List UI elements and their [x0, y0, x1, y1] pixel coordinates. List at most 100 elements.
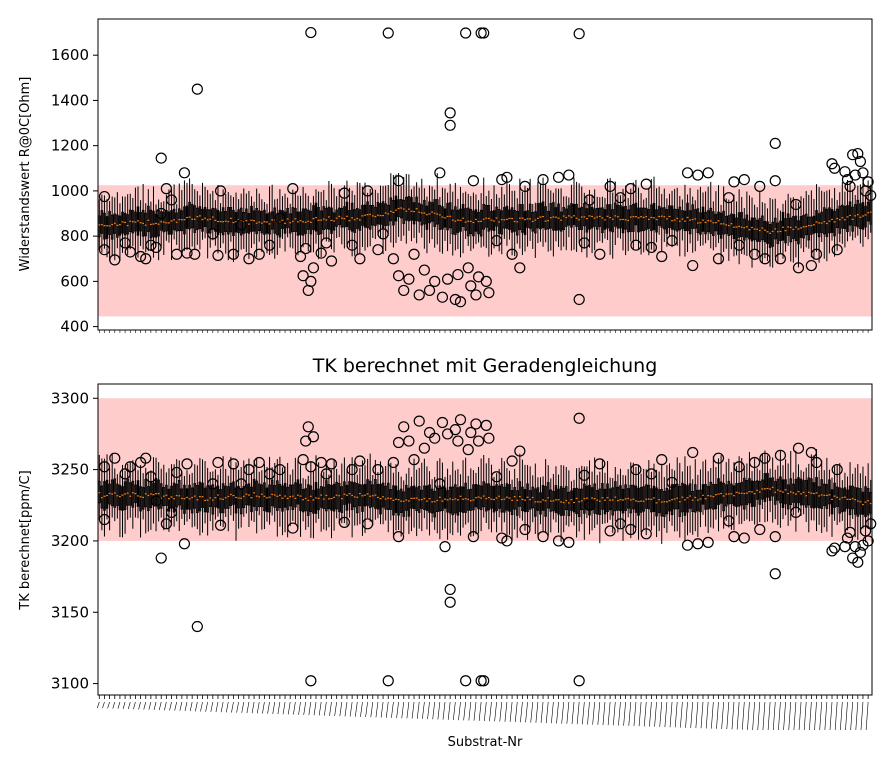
box — [219, 203, 222, 248]
box — [464, 191, 467, 239]
box — [322, 471, 326, 530]
plot-frame — [97, 383, 873, 696]
box-body — [595, 208, 599, 230]
box — [737, 456, 741, 525]
box — [647, 460, 651, 527]
box — [327, 180, 331, 243]
box — [196, 191, 199, 245]
outlier-point — [165, 506, 178, 518]
box — [766, 455, 769, 522]
box — [490, 198, 493, 255]
box — [479, 193, 483, 248]
outlier-point — [171, 466, 183, 479]
x-tick-label — [752, 701, 755, 731]
box — [647, 188, 651, 256]
box — [126, 194, 129, 256]
outlier-point — [387, 253, 400, 265]
outlier-point — [315, 247, 327, 259]
box-body — [105, 479, 109, 509]
box-body — [368, 480, 372, 508]
outlier-point — [235, 219, 247, 231]
x-tick-label — [489, 701, 492, 722]
box — [559, 465, 563, 542]
outlier-point — [98, 190, 111, 203]
box — [281, 196, 284, 240]
box — [177, 460, 181, 531]
x-tick-label — [705, 701, 709, 729]
box — [448, 183, 452, 244]
box — [833, 466, 836, 521]
box-body — [518, 481, 522, 507]
box-body — [410, 197, 413, 221]
box-body — [828, 207, 831, 234]
x-tick-label — [468, 701, 472, 721]
x-tick-label — [401, 701, 405, 719]
x-tick-label — [158, 701, 162, 711]
box — [149, 201, 153, 252]
x-tick-label — [277, 701, 281, 715]
outlier-point — [792, 262, 805, 274]
box — [294, 191, 297, 254]
box-body — [719, 481, 723, 504]
box — [425, 466, 429, 530]
box — [804, 467, 808, 523]
outlier-point — [452, 435, 464, 447]
box-body — [299, 483, 302, 512]
box — [350, 457, 354, 538]
box — [110, 452, 114, 518]
box-body — [232, 481, 235, 505]
box-body — [735, 483, 738, 508]
box — [539, 477, 542, 525]
outlier-point — [124, 461, 136, 473]
x-tick-label — [231, 701, 234, 713]
box — [441, 462, 444, 531]
outlier-point — [852, 556, 864, 568]
box — [492, 476, 496, 522]
box-body — [755, 219, 759, 242]
outlier-point — [300, 242, 312, 255]
outlier-point — [235, 478, 247, 490]
box — [866, 463, 870, 528]
box-body — [841, 204, 844, 229]
box-body — [497, 209, 501, 234]
outlier-point — [150, 241, 162, 254]
box-body — [737, 212, 741, 238]
box-body — [309, 485, 313, 512]
x-tick-label — [535, 701, 539, 723]
box-body — [116, 214, 119, 238]
box-body — [838, 487, 842, 514]
outlier-point — [189, 248, 201, 260]
box-body — [257, 210, 261, 232]
box — [693, 459, 697, 532]
box-body — [448, 202, 452, 229]
box-body — [273, 485, 277, 508]
outlier-point — [506, 455, 518, 467]
box — [141, 183, 145, 250]
box — [229, 456, 233, 516]
box — [188, 178, 191, 250]
box — [572, 479, 576, 526]
outlier-point — [578, 469, 590, 481]
x-tick-label — [504, 701, 508, 722]
outlier-point — [854, 155, 866, 168]
x-tick-label — [458, 701, 461, 721]
box — [286, 462, 289, 538]
box-body — [843, 205, 847, 230]
outlier-point — [828, 162, 841, 174]
box — [221, 189, 225, 244]
box — [851, 189, 854, 241]
x-tick-label — [525, 701, 528, 723]
box — [116, 192, 119, 249]
box — [304, 193, 307, 243]
y-tick-label: 1200 — [51, 137, 89, 155]
box — [441, 187, 444, 254]
box-body — [201, 208, 204, 232]
box-body — [644, 484, 648, 509]
box — [345, 180, 349, 248]
x-tick-label — [767, 701, 771, 731]
x-tick-label — [112, 701, 116, 709]
outlier-point — [418, 264, 430, 276]
outlier-point — [728, 176, 740, 188]
box — [366, 458, 369, 518]
outlier-point — [712, 253, 725, 265]
